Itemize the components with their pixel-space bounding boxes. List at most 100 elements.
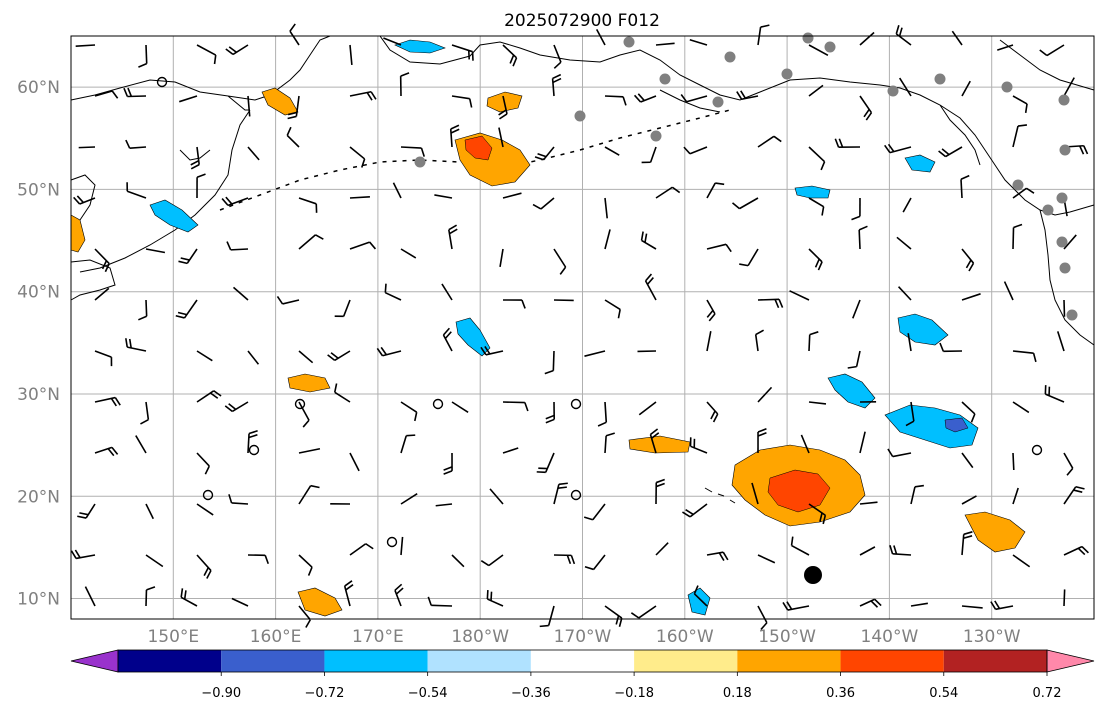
wind-barb (889, 545, 912, 556)
anomaly-positive-mid (287, 373, 331, 393)
wind-barb (1063, 234, 1077, 250)
wind-barb (286, 126, 300, 148)
wind-barb (399, 72, 410, 97)
wind-barb (800, 434, 810, 454)
wind-barb (94, 248, 110, 273)
calm-circle (248, 444, 260, 456)
wind-barb (502, 44, 518, 67)
wind-barb (960, 174, 970, 199)
wind-barb (334, 299, 351, 318)
wind-barb (383, 37, 402, 46)
wind-barb (808, 44, 829, 57)
wind-barb (595, 29, 606, 46)
wind-barb (553, 44, 562, 69)
wind-barb (498, 127, 504, 148)
anomaly-negative-north (394, 39, 446, 54)
wind-barb (553, 248, 567, 275)
wind-barb (232, 286, 249, 301)
wind-barb (649, 428, 660, 454)
wind-barb (754, 329, 764, 352)
wind-barb (221, 196, 249, 207)
wind-barb (683, 146, 708, 155)
wind-barb (498, 95, 508, 120)
colorbar-tick-label: 0.18 (723, 686, 752, 701)
colorbar-tick-label: −0.54 (408, 686, 448, 701)
wind-barb (641, 146, 657, 164)
large-station-dot (804, 566, 822, 584)
calm-circle (156, 76, 168, 88)
wind-barb (1063, 77, 1075, 97)
wind-barb (180, 588, 198, 607)
lat-tick-label: 40°N (17, 283, 60, 303)
anomaly-contours (70, 39, 1026, 617)
wind-barb (897, 286, 912, 301)
wind-barb (604, 605, 623, 627)
wind-barb (349, 241, 377, 250)
wind-barb (1012, 401, 1030, 414)
wind-barb (1012, 452, 1015, 471)
wind-barb (298, 350, 314, 364)
colorbar-extend-high (1046, 649, 1095, 673)
wind-barb (392, 182, 402, 199)
wind-barb (247, 430, 258, 454)
wind-barb (123, 87, 147, 98)
wind-barb (1063, 589, 1066, 607)
wind-barb (997, 44, 1014, 51)
wind-barb (435, 503, 453, 507)
wind-barb (808, 503, 827, 525)
wind-barb (441, 283, 453, 301)
anomaly-negative-gulf (904, 154, 936, 173)
wind-barb (78, 146, 96, 149)
anomaly-negative-mid (455, 317, 491, 357)
wind-barb (544, 350, 555, 375)
wind-barb (859, 95, 873, 121)
wind-barb (808, 197, 825, 216)
wind-barb (898, 77, 912, 97)
wind-barb (196, 44, 217, 65)
coastline-aleutians (219, 109, 731, 211)
anomaly-negative-center (794, 185, 831, 199)
lat-tick-label: 20°N (17, 487, 60, 507)
wind-barb (298, 401, 310, 428)
anomaly-negative-mid-east (827, 373, 876, 409)
wind-barb (1012, 223, 1023, 250)
wind-barb (757, 428, 767, 454)
wind-barb (902, 197, 912, 213)
wind-barb (834, 138, 861, 148)
longitude-labels: 150°E 160°E 170°E 180°W 170°W 160°W 150°W 140°W… (147, 627, 1020, 647)
anomaly-positive-sw (297, 587, 343, 617)
colorbar-segment (324, 650, 428, 672)
wind-barb (480, 554, 504, 567)
wind-barb (179, 95, 198, 103)
wind-barb (1063, 452, 1074, 476)
calm-circle (202, 489, 214, 501)
wind-barb (140, 401, 150, 425)
wind-barb (604, 432, 615, 454)
colorbar-segment (118, 650, 222, 672)
wind-barb (990, 600, 1014, 611)
wind-barb (1056, 331, 1065, 352)
wind-barb (94, 446, 119, 457)
wind-barb (502, 401, 529, 412)
wind-barb (680, 94, 708, 103)
station-dot (1059, 144, 1071, 156)
wind-barb (808, 248, 823, 271)
wind-barb (298, 197, 318, 213)
wind-barb (247, 350, 260, 365)
wind-barb (298, 234, 324, 250)
wind-barb (539, 605, 555, 628)
wind-barb (84, 586, 96, 607)
wind-barb (584, 554, 606, 571)
wind-barb (502, 192, 522, 199)
anomaly-negative-west (149, 199, 199, 233)
wind-barb (196, 452, 211, 475)
colorbar-tick-label: 0.36 (826, 686, 855, 701)
wind-barb (604, 229, 611, 250)
lon-tick-label: 160°E (250, 627, 302, 647)
wind-barb (757, 554, 776, 564)
station-dot (1058, 94, 1070, 106)
wind-barb (125, 338, 147, 352)
wind-barb (1012, 487, 1019, 505)
wind-barb (808, 84, 824, 97)
wind-barb (859, 31, 875, 46)
